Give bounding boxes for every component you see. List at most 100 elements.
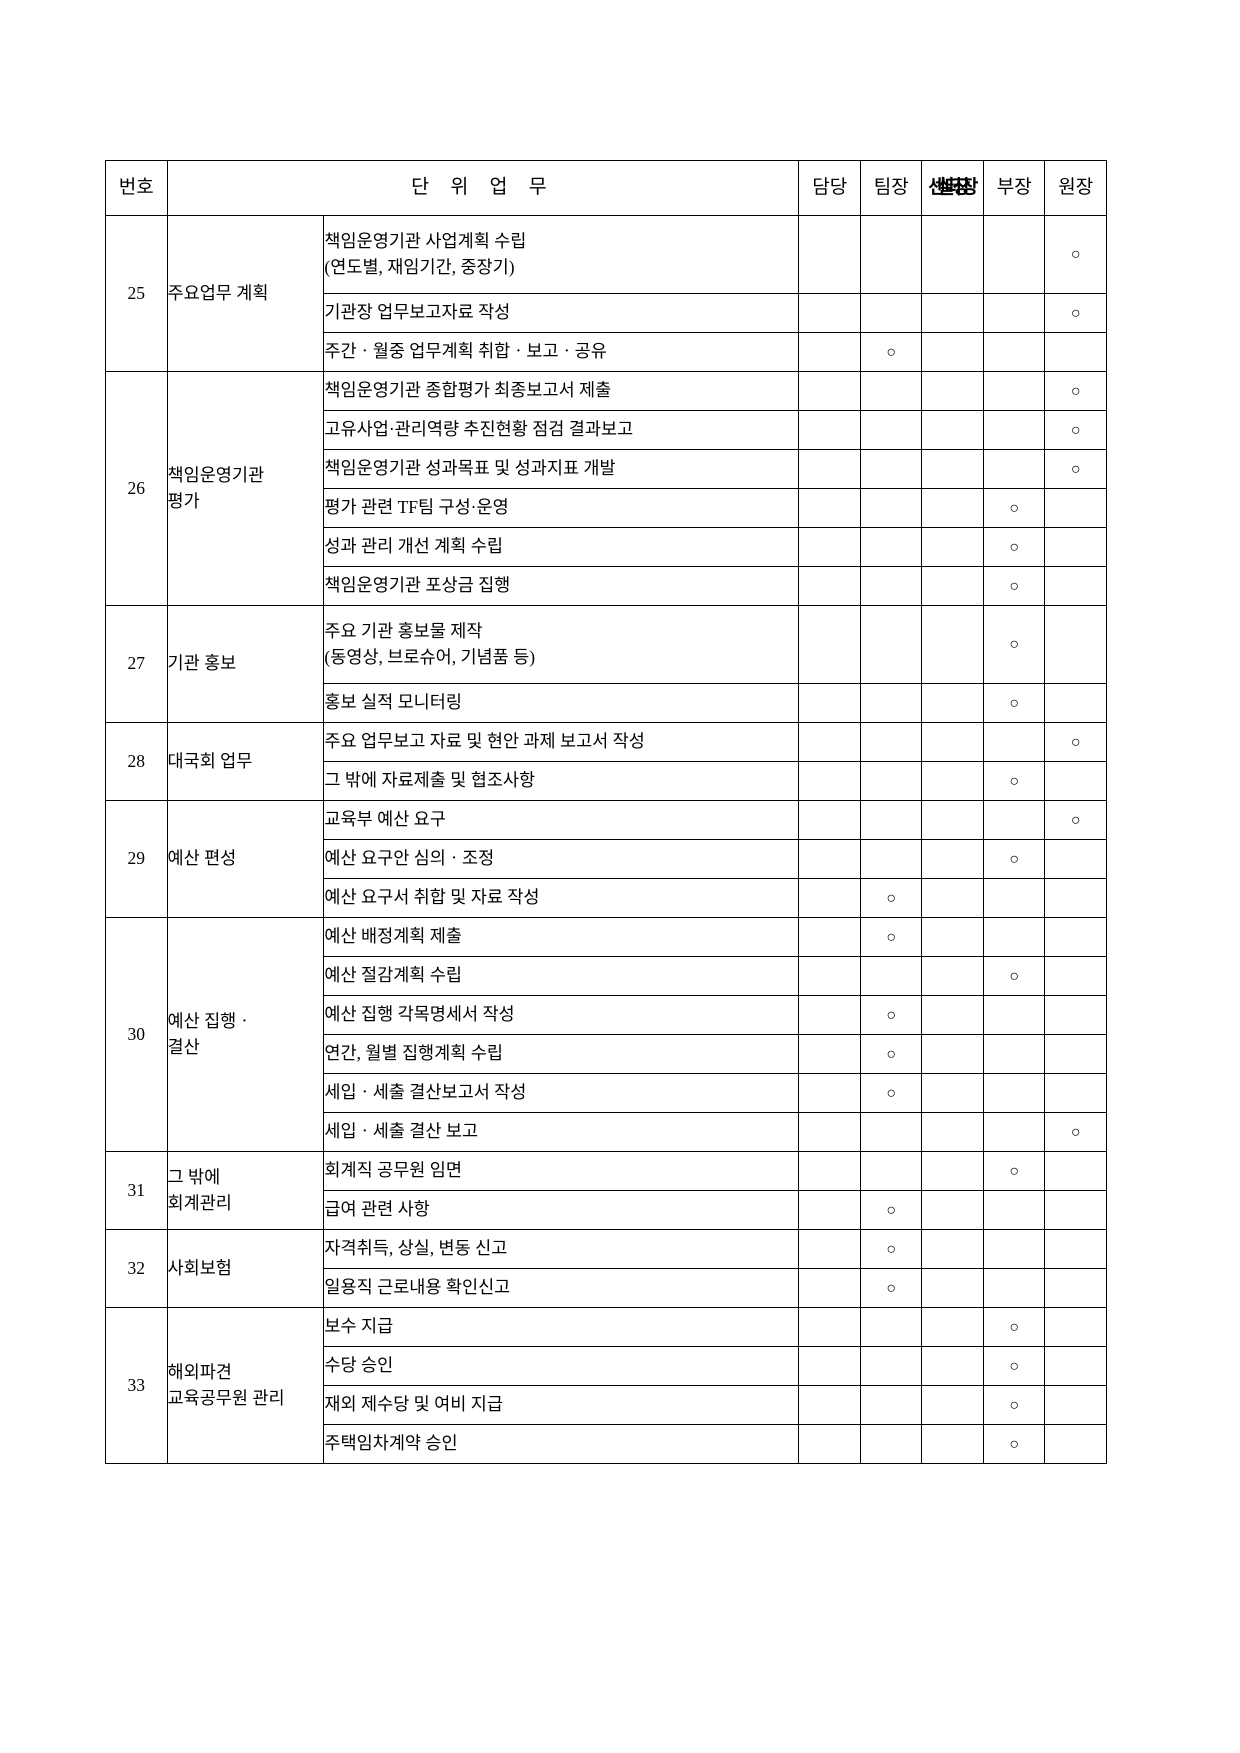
category-cell: 해외파견 교육공무원 관리 [166, 1307, 325, 1464]
task-cell: 예산 요구안 심의ㆍ조정 [323, 839, 800, 879]
task-line: 자격취득, 상실, 변동 신고 [324, 1238, 508, 1259]
header-sign-damdang: 담당 [798, 160, 861, 216]
task-line: 세입ㆍ세출 결산보고서 작성 [324, 1082, 527, 1103]
sign-cell-bujang [982, 293, 1046, 333]
sign-cell-damdang [798, 1307, 861, 1347]
sign-cell-teamjang: ○ [859, 995, 923, 1035]
sign-cell-teamjang [859, 683, 923, 723]
table-row: 재외 제수당 및 여비 지급 ○ [106, 1385, 1107, 1425]
approval-mark-icon: ○ [1070, 421, 1081, 439]
task-cell: 수당 승인 [323, 1346, 800, 1386]
sign-cell-teamjang [859, 566, 923, 606]
table-row: 책임운영기관 성과목표 및 성과지표 개발 ○ [106, 449, 1107, 489]
sign-cell-wonjang [1044, 1229, 1107, 1269]
category-cell: 대국회 업무 [166, 722, 325, 801]
sign-cell-bujang [982, 371, 1046, 411]
sign-cell-damdang [798, 449, 861, 489]
sign-cell-centerjang [921, 527, 984, 567]
task-line: (연도별, 재임기간, 중장기) [324, 256, 515, 277]
sign-cell-bujang [982, 722, 1046, 762]
table-row: 예산 요구안 심의ㆍ조정 ○ [106, 839, 1107, 879]
sign-cell-damdang [798, 1190, 861, 1230]
approval-mark-icon: ○ [1009, 538, 1020, 556]
sign-cell-damdang [798, 995, 861, 1035]
sign-cell-centerjang [921, 1346, 984, 1386]
task-cell: 고유사업·관리역량 추진현황 점검 결과보고 [323, 410, 800, 450]
table-row: 일용직 근로내용 확인신고 ○ [106, 1268, 1107, 1308]
approval-mark-icon: ○ [1070, 733, 1081, 751]
sign-cell-centerjang [921, 761, 984, 801]
sign-cell-damdang [798, 410, 861, 450]
approval-mark-icon: ○ [886, 1279, 897, 1297]
sign-cell-teamjang [859, 371, 923, 411]
sign-cell-damdang [798, 1424, 861, 1464]
task-line: 주요 기관 홍보물 제작 [324, 621, 483, 642]
task-cell: 책임운영기관 종합평가 최종보고서 제출 [323, 371, 800, 411]
task-cell: 홍보 실적 모니터링 [323, 683, 800, 723]
sign-cell-wonjang [1044, 995, 1107, 1035]
task-cell: 교육부 예산 요구 [323, 800, 800, 840]
sign-cell-bujang [982, 995, 1046, 1035]
sign-cell-bujang [982, 1073, 1046, 1113]
approval-mark-icon: ○ [1009, 694, 1020, 712]
sign-cell-wonjang [1044, 683, 1107, 723]
sign-cell-damdang [798, 839, 861, 879]
sign-cell-bujang [982, 878, 1046, 918]
category-cell: 주요업무 계획 [166, 215, 325, 372]
approval-mark-icon: ○ [1009, 1162, 1020, 1180]
sign-cell-damdang [798, 1034, 861, 1074]
table-row: 31 그 밖에 회계관리 회계직 공무원 임면 ○ [105, 1151, 1107, 1230]
table-body: 25 주요업무 계획 책임운영기관 사업계획 수립 (연도별, 재임기간, 중장기) ○… [105, 215, 1107, 1464]
task-line: 예산 절감계획 수립 [324, 965, 462, 986]
sign-cell-centerjang [921, 293, 984, 333]
task-line: 재외 제수당 및 여비 지급 [324, 1394, 503, 1415]
table-row: 26 책임운영기관 평가 책임운영기관 종합평가 최종보고서 제출 ○ [105, 371, 1107, 606]
sign-cell-bujang [982, 1229, 1046, 1269]
task-cell: 재외 제수당 및 여비 지급 [323, 1385, 800, 1425]
table-row: 그 밖에 자료제출 및 협조사항 ○ [106, 761, 1107, 801]
sign-cell-centerjang [921, 956, 984, 996]
sign-cell-bujang: ○ [982, 605, 1046, 684]
sign-cell-centerjang [921, 800, 984, 840]
task-cell: 평가 관련 TF팀 구성·운영 [323, 488, 800, 528]
sign-cell-damdang [798, 1346, 861, 1386]
row-number-cell: 25 [105, 215, 168, 372]
task-line: 보수 지급 [324, 1316, 394, 1337]
task-cell: 책임운영기관 포상금 집행 [323, 566, 800, 606]
sign-cell-wonjang [1044, 1034, 1107, 1074]
sign-cell-bujang: ○ [982, 1385, 1046, 1425]
sign-cell-damdang [798, 566, 861, 606]
sign-cell-centerjang [921, 1385, 984, 1425]
task-cell: 주요 업무보고 자료 및 현안 과제 보고서 작성 [323, 722, 800, 762]
category-line: 대국회 업무 [167, 750, 253, 771]
category-line: 주요업무 계획 [167, 282, 269, 303]
row-number-cell: 32 [105, 1229, 168, 1308]
category-line: 사회보험 [167, 1257, 232, 1278]
task-line: 책임운영기관 사업계획 수립 [324, 231, 527, 252]
sign-cell-wonjang [1044, 1268, 1107, 1308]
sign-cell-centerjang [921, 917, 984, 957]
category-cell: 예산 집행ㆍ 결산 [166, 917, 325, 1152]
sign-cell-damdang [798, 956, 861, 996]
task-line: 예산 배정계획 제출 [324, 926, 462, 947]
header-overlap-layer-b: 실장 [937, 177, 970, 199]
sign-cell-centerjang [921, 995, 984, 1035]
task-line: 책임운영기관 종합평가 최종보고서 제출 [324, 380, 612, 401]
sign-cell-wonjang: ○ [1044, 800, 1107, 840]
row-number-cell: 30 [105, 917, 168, 1152]
sign-cell-wonjang [1044, 488, 1107, 528]
sign-cell-wonjang: ○ [1044, 410, 1107, 450]
task-line: 그 밖에 자료제출 및 협조사항 [324, 770, 536, 791]
sign-cell-damdang [798, 332, 861, 372]
sign-cell-wonjang [1044, 1424, 1107, 1464]
sign-cell-wonjang [1044, 1190, 1107, 1230]
duty-assignment-table: 번호 단 위 업 무 담당 팀장 센터장 실장 부장 원장 25 주요업무 계획 책… [105, 160, 1107, 1464]
sign-cell-centerjang [921, 1424, 984, 1464]
sign-cell-bujang: ○ [982, 683, 1046, 723]
sign-cell-teamjang [859, 722, 923, 762]
sign-cell-bujang [982, 800, 1046, 840]
sign-cell-teamjang: ○ [859, 1034, 923, 1074]
task-cell: 예산 절감계획 수립 [323, 956, 800, 996]
sign-cell-wonjang: ○ [1044, 371, 1107, 411]
category-line: 기관 홍보 [167, 653, 237, 674]
